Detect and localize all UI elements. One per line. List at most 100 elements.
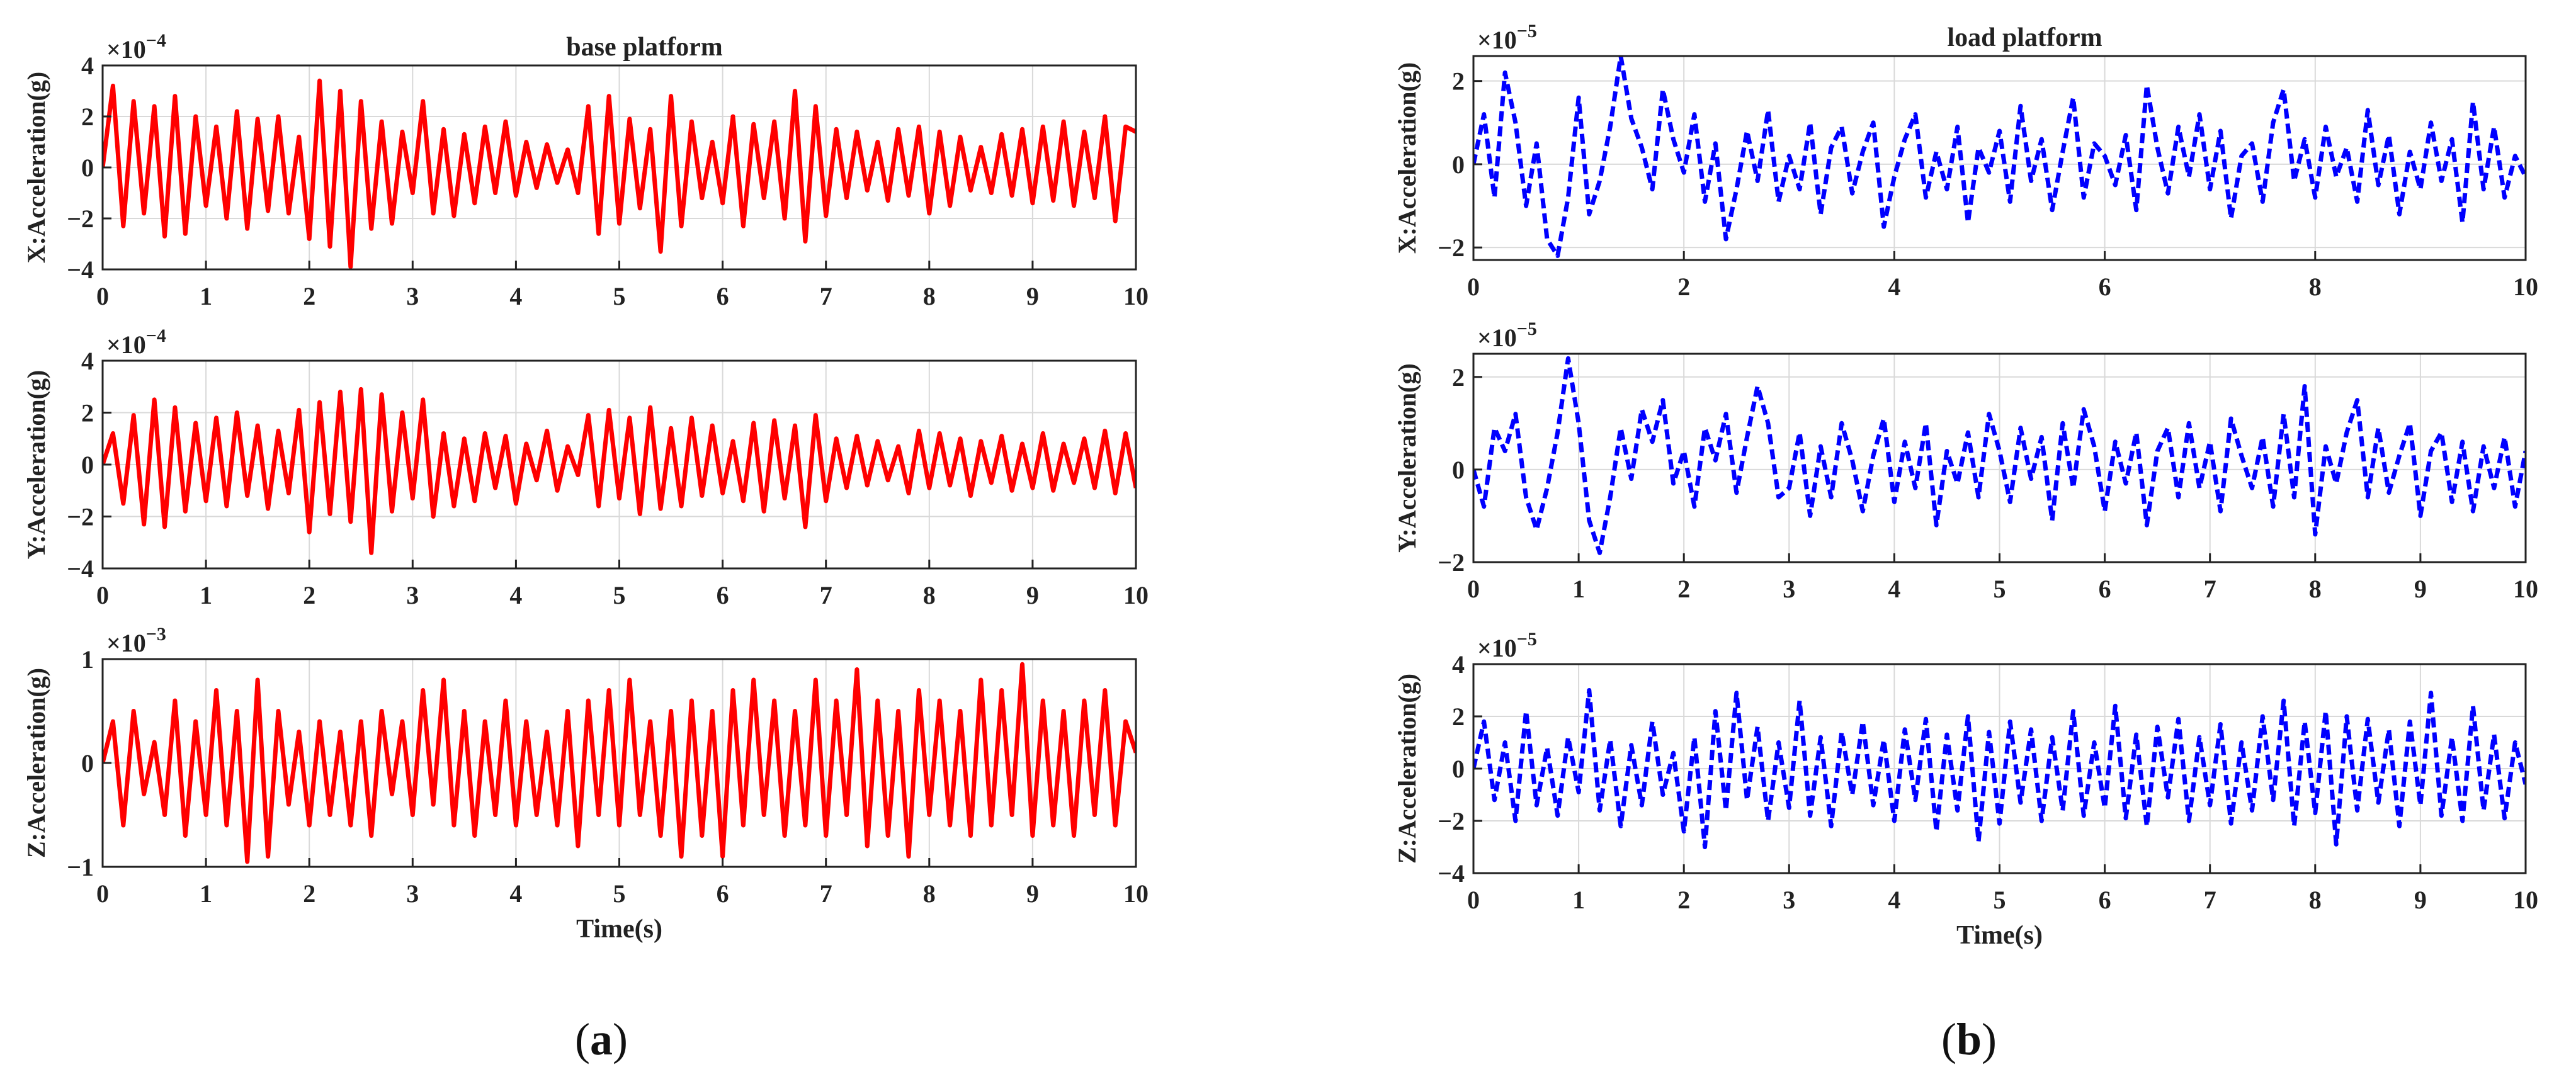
- y-tick-label: 1: [81, 645, 94, 674]
- y-tick-label: 4: [81, 52, 94, 80]
- x-tick-label: 1: [1572, 575, 1585, 603]
- subplot-b-2: 0 1 2 3 4 5 6 7 8 9 10−202×10−5Y:Acceleration(g): [1393, 319, 2538, 603]
- x-tick-label: 0: [1467, 575, 1480, 603]
- series-line-1: [103, 78, 1136, 269]
- panel-label-a-open: (: [575, 1014, 590, 1064]
- y-axis-label: X:Acceleration(g): [1393, 62, 1421, 254]
- series-line-1: [1473, 56, 2526, 258]
- x-tick-label: 10: [1123, 282, 1149, 310]
- x-tick-label: 10: [1123, 581, 1149, 609]
- x-tick-label: 3: [406, 879, 419, 908]
- x-tick-label: 2: [303, 879, 315, 908]
- x-tick-label: 6: [717, 282, 729, 310]
- y-tick-label: −4: [1438, 859, 1465, 888]
- subplot-a-3: 0 1 2 3 4 5 6 7 8 9 10−101×10−3Z:Acceleration(g)Ti…: [22, 624, 1149, 944]
- y-tick-label: 2: [81, 103, 94, 131]
- y-axis-label: Z:Acceleration(g): [22, 668, 50, 858]
- x-tick-label: 8: [2309, 575, 2322, 603]
- y-tick-label: 0: [1452, 456, 1465, 484]
- series-line-1: [1473, 356, 2526, 555]
- axis-exponent: ×10−5: [1477, 21, 1537, 54]
- y-tick-label: −2: [1438, 548, 1465, 577]
- x-tick-label: 9: [1026, 879, 1039, 908]
- y-axis-label: Z:Acceleration(g): [1393, 674, 1421, 864]
- x-tick-label: 4: [1888, 886, 1900, 914]
- x-axis-label: Time(s): [576, 915, 662, 944]
- x-axis-label: Time(s): [1956, 921, 2043, 950]
- x-tick-label: 7: [2204, 886, 2216, 914]
- y-tick-label: 2: [1452, 703, 1465, 731]
- axis-exponent: ×10−4: [106, 325, 166, 359]
- x-tick-label: 1: [200, 879, 212, 908]
- y-axis-label: X:Acceleration(g): [22, 72, 50, 263]
- x-tick-label: 8: [2309, 273, 2322, 301]
- subplot-a-2: 0 1 2 3 4 5 6 7 8 9 10 −4 −2 0 2 4 ×10−4 Y:Acceleration(g…: [22, 325, 1149, 609]
- x-tick-label: 0: [96, 581, 109, 609]
- y-tick-label: 4: [1452, 650, 1465, 679]
- y-tick-label: 2: [81, 399, 94, 427]
- x-tick-label: 8: [2309, 886, 2322, 914]
- x-tick-label: 0: [1467, 273, 1480, 301]
- y-tick-label: −2: [1438, 234, 1465, 262]
- panel-label-a-letter: a: [590, 1014, 613, 1064]
- x-tick-label: 8: [923, 581, 936, 609]
- x-tick-label: 8: [923, 879, 936, 908]
- y-tick-label: −2: [67, 205, 94, 233]
- x-tick-label: 6: [2099, 575, 2111, 603]
- x-tick-label: 9: [2414, 886, 2427, 914]
- panel-label-b-close: ): [1982, 1014, 1997, 1064]
- x-tick-label: 8: [923, 282, 936, 310]
- y-tick-label: −2: [67, 503, 94, 531]
- plots-layer: 0 1 2 3 4 5 6 7 8 9 10−4−2024×10−4X:Acceleration(g…: [22, 21, 2538, 950]
- x-tick-label: 9: [2414, 575, 2427, 603]
- x-tick-label: 6: [717, 581, 729, 609]
- x-tick-label: 2: [1677, 273, 1690, 301]
- axis-exponent: ×10−5: [1477, 319, 1537, 352]
- x-tick-label: 5: [613, 581, 626, 609]
- x-tick-label: 2: [303, 282, 315, 310]
- x-tick-label: 7: [2204, 575, 2216, 603]
- y-tick-label: −4: [67, 555, 94, 583]
- panel-label-a-close: ): [613, 1014, 628, 1064]
- panel-label-b: (b): [1941, 1014, 1997, 1064]
- x-tick-label: 1: [200, 282, 212, 310]
- y-tick-label: 0: [81, 451, 94, 479]
- x-tick-label: 3: [1783, 886, 1795, 914]
- x-tick-label: 3: [1783, 575, 1795, 603]
- y-tick-label: 4: [81, 347, 94, 375]
- x-tick-label: 0: [96, 282, 109, 310]
- x-tick-label: 10: [2513, 886, 2538, 914]
- x-tick-label: 10: [1123, 879, 1149, 908]
- x-tick-label: 3: [406, 282, 419, 310]
- x-tick-label: 7: [820, 879, 832, 908]
- x-tick-label: 5: [613, 879, 626, 908]
- y-tick-label: 0: [81, 749, 94, 777]
- x-tick-label: 4: [1888, 273, 1900, 301]
- subplot-title: base platform: [566, 33, 722, 62]
- x-tick-label: 0: [1467, 886, 1480, 914]
- x-tick-label: 4: [509, 282, 522, 310]
- y-tick-label: −4: [67, 256, 94, 284]
- x-tick-label: 2: [303, 581, 315, 609]
- x-tick-label: 10: [2513, 273, 2538, 301]
- x-tick-label: 4: [1888, 575, 1900, 603]
- axis-exponent: ×10−3: [106, 624, 166, 657]
- x-tick-label: 6: [2099, 886, 2111, 914]
- y-tick-label: 2: [1452, 363, 1465, 392]
- x-tick-label: 0: [96, 879, 109, 908]
- y-tick-label: 0: [1452, 755, 1465, 783]
- panel-label-a: (a): [575, 1014, 628, 1064]
- x-tick-label: 7: [820, 282, 832, 310]
- subplot-title: load platform: [1947, 23, 2102, 52]
- x-tick-label: 10: [2513, 575, 2538, 603]
- x-tick-label: 6: [2099, 273, 2111, 301]
- panel-label-b-open: (: [1941, 1014, 1956, 1064]
- x-tick-label: 5: [613, 282, 626, 310]
- x-tick-label: 9: [1026, 581, 1039, 609]
- y-axis-label: Y:Acceleration(g): [1393, 363, 1421, 553]
- x-tick-label: 2: [1677, 575, 1690, 603]
- x-tick-label: 1: [200, 581, 212, 609]
- axis-exponent: ×10−4: [106, 30, 166, 64]
- axis-exponent: ×10−5: [1477, 629, 1537, 662]
